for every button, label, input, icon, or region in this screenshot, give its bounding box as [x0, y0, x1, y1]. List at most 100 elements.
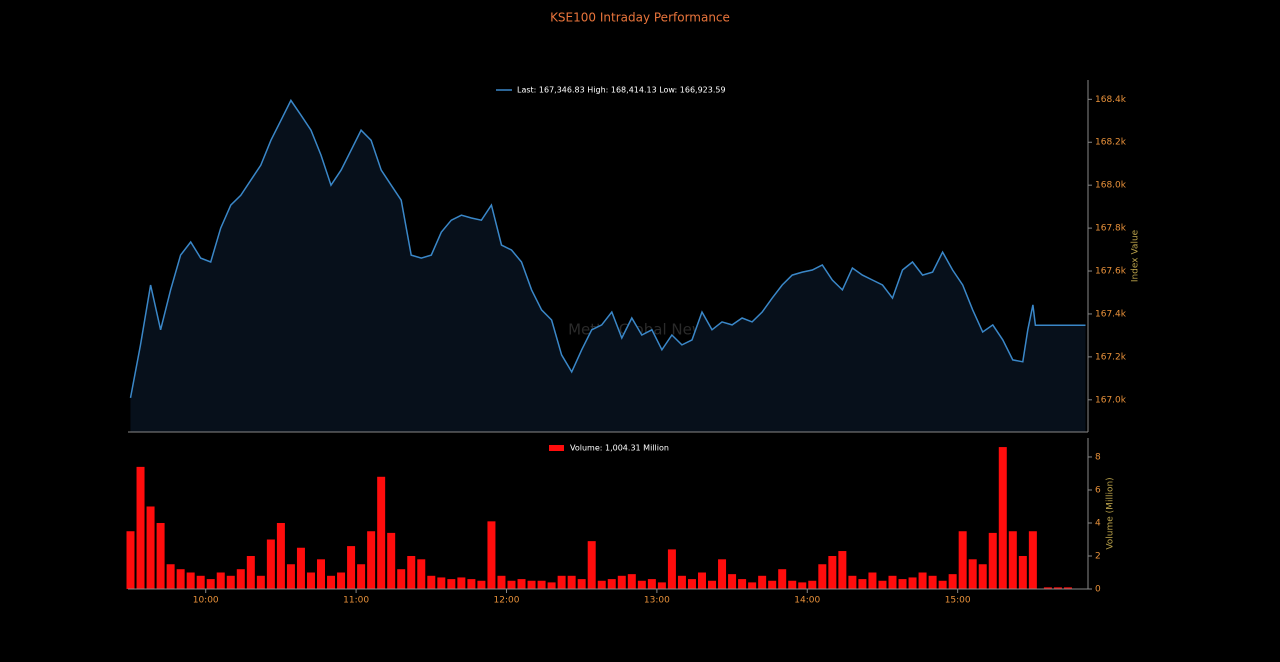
volume-bar — [748, 582, 757, 589]
y-tick-label: 168.2k — [1095, 138, 1127, 148]
volume-bar — [728, 574, 737, 589]
legend-swatch — [549, 445, 564, 451]
volume-bar — [477, 580, 486, 589]
volume-bar — [567, 575, 576, 589]
volume-bar — [888, 575, 897, 589]
volume-bar — [848, 575, 857, 589]
volume-bar — [968, 559, 977, 589]
volume-bar — [898, 579, 907, 589]
volume-bar — [738, 579, 747, 589]
volume-bar — [1008, 531, 1017, 589]
volume-bar — [527, 580, 536, 589]
volume-bar — [166, 564, 175, 589]
volume-bar — [337, 572, 346, 589]
legend-label: Last: 167,346.83 High: 168,414.13 Low: 1… — [517, 86, 726, 95]
volume-bar — [136, 466, 145, 589]
x-tick-label: 13:00 — [644, 596, 670, 606]
volume-bar — [928, 575, 937, 589]
volume-bar — [246, 555, 255, 589]
x-tick-label: 12:00 — [494, 596, 520, 606]
volume-bar — [306, 572, 315, 589]
volume-bar — [196, 575, 205, 589]
volume-bar — [156, 522, 165, 589]
volume-bar — [677, 575, 686, 589]
volume-bar — [587, 541, 596, 589]
y-tick-label: 168.4k — [1095, 95, 1127, 105]
x-tick-label: 15:00 — [945, 596, 971, 606]
volume-bar — [798, 582, 807, 589]
volume-bar — [1053, 587, 1062, 589]
volume-bar — [627, 574, 636, 589]
legend-label: Volume: 1,004.31 Million — [570, 444, 669, 453]
volume-bar — [487, 521, 496, 589]
volume-bar — [778, 569, 787, 589]
volume-bar — [447, 579, 456, 589]
y-tick-label: 2 — [1095, 551, 1101, 561]
volume-bar — [357, 564, 366, 589]
volume-bar — [657, 582, 666, 589]
volume-bar — [948, 574, 957, 589]
volume-bar — [467, 579, 476, 589]
volume-bar — [818, 564, 827, 589]
volume-bar — [597, 580, 606, 589]
volume-bar — [497, 575, 506, 589]
volume-bar — [828, 555, 837, 589]
volume-bar — [708, 580, 717, 589]
volume-bar — [286, 564, 295, 589]
x-tick-label: 11:00 — [343, 596, 369, 606]
volume-bar — [758, 575, 767, 589]
volume-bar — [457, 577, 466, 589]
volume-bar — [1043, 587, 1052, 589]
volume-bar — [507, 580, 516, 589]
volume-bar — [387, 532, 396, 589]
volume-bar — [276, 522, 285, 589]
volume-bar — [858, 579, 867, 589]
volume-bar — [577, 579, 586, 589]
volume-bar — [327, 575, 336, 589]
volume-bar — [226, 575, 235, 589]
volume-bar — [296, 547, 305, 589]
volume-bar — [687, 579, 696, 589]
y-tick-label: 4 — [1095, 518, 1101, 528]
volume-bar — [607, 579, 616, 589]
volume-bar — [186, 572, 195, 589]
volume-bar — [998, 447, 1007, 589]
y-tick-label: 167.4k — [1095, 309, 1127, 319]
y-tick-label: 6 — [1095, 485, 1101, 495]
y-tick-label: 167.8k — [1095, 224, 1127, 234]
volume-bar — [367, 531, 376, 589]
volume-bar — [547, 582, 556, 589]
volume-bar — [938, 580, 947, 589]
volume-bar — [1018, 555, 1027, 589]
x-tick-label: 10:00 — [193, 596, 219, 606]
y-tick-label: 168.0k — [1095, 181, 1127, 191]
volume-bar — [377, 476, 386, 589]
volume-bar — [868, 572, 877, 589]
volume-bar — [317, 559, 326, 589]
volume-bar — [988, 532, 997, 589]
volume-bar — [768, 580, 777, 589]
volume-bar — [878, 580, 887, 589]
volume-bar — [617, 575, 626, 589]
volume-bar — [1063, 587, 1072, 589]
volume-bar — [788, 580, 797, 589]
volume-bar — [266, 539, 275, 589]
volume-bar — [838, 551, 847, 589]
volume-bar — [958, 531, 967, 589]
volume-bar — [437, 577, 446, 589]
volume-bar — [427, 575, 436, 589]
volume-bar — [637, 580, 646, 589]
y-tick-label: 167.0k — [1095, 395, 1127, 405]
volume-bar — [718, 559, 727, 589]
price-line — [129, 98, 1086, 399]
volume-bar — [417, 559, 426, 589]
chart-title: KSE100 Intraday Performance — [550, 11, 730, 25]
volume-bar — [146, 506, 155, 589]
volume-bar — [1028, 531, 1037, 589]
volume-bar — [697, 572, 706, 589]
volume-bar — [206, 579, 215, 589]
x-tick-label: 14:00 — [794, 596, 820, 606]
volume-bar — [918, 572, 927, 589]
volume-bar — [978, 564, 987, 589]
